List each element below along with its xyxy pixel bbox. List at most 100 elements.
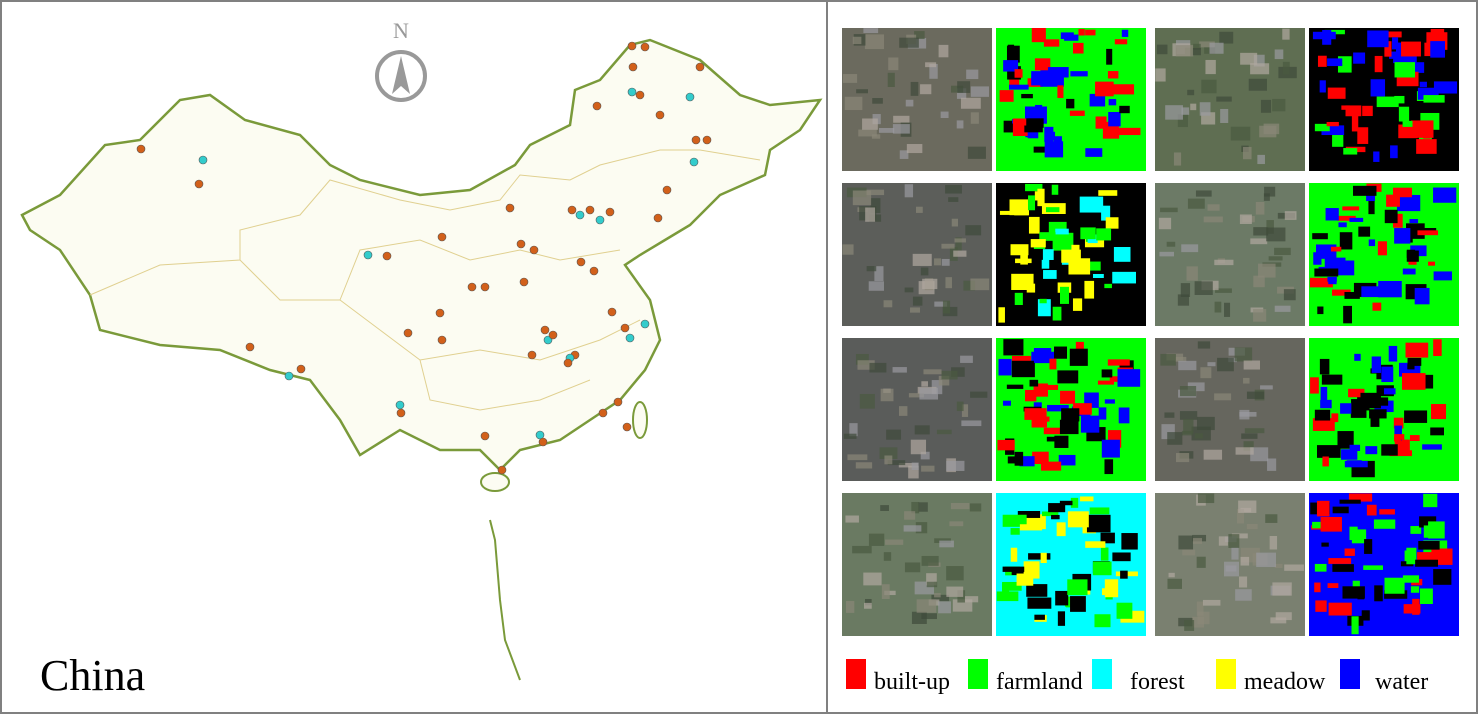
class-patch: [1344, 291, 1360, 299]
texture: [844, 96, 863, 111]
class-patch: [1417, 230, 1439, 236]
class-patch: [1314, 278, 1327, 283]
class-patch: [1003, 60, 1019, 72]
class-patch: [1102, 588, 1109, 596]
texture: [950, 502, 970, 510]
class-patch: [1324, 257, 1346, 268]
texture: [1165, 105, 1183, 120]
texture: [1241, 433, 1258, 439]
texture: [1274, 563, 1283, 569]
class-patch: [1349, 526, 1358, 541]
sample-site: [136, 144, 146, 154]
class-patch: [1315, 600, 1327, 612]
legend-swatch: [846, 659, 866, 689]
texture: [1167, 432, 1183, 445]
texture: [970, 391, 988, 398]
tile-pair: [842, 183, 1146, 326]
class-patch: [1428, 261, 1435, 266]
texture: [1177, 294, 1190, 306]
texture: [934, 258, 941, 266]
class-patch: [1055, 590, 1069, 606]
class-patch: [1086, 514, 1111, 533]
class-patch: [1348, 388, 1365, 398]
texture: [871, 134, 881, 139]
class-patch: [1419, 516, 1437, 528]
texture: [960, 97, 981, 109]
texture: [870, 198, 881, 214]
hainan: [480, 472, 510, 492]
class-patch: [1098, 407, 1107, 420]
texture: [866, 266, 877, 272]
texture: [883, 300, 893, 308]
class-patch: [1011, 273, 1034, 290]
class-patch: [1341, 105, 1350, 110]
legend-label: built-up: [874, 669, 950, 695]
texture: [1268, 256, 1283, 261]
class-patch: [1027, 597, 1052, 609]
class-patch: [1113, 247, 1131, 262]
province-borders: [419, 359, 591, 411]
class-patch: [1314, 123, 1330, 132]
texture: [865, 598, 872, 606]
class-patch: [1405, 342, 1429, 358]
texture: [942, 300, 951, 314]
class-patch: [1338, 222, 1347, 228]
class-patch: [1031, 71, 1042, 86]
class-patch: [1095, 81, 1114, 97]
texture: [904, 287, 914, 293]
class-patch: [1051, 514, 1060, 520]
texture: [1155, 68, 1166, 82]
class-patch: [1394, 228, 1411, 244]
sample-site: [403, 328, 413, 338]
sample-site: [635, 90, 645, 100]
sample-site: [538, 437, 548, 447]
legend-swatch: [968, 659, 988, 689]
texture: [941, 243, 955, 249]
class-patch: [1106, 48, 1113, 65]
class-patch: [1035, 104, 1043, 118]
texture: [926, 573, 937, 586]
class-patch: [1029, 379, 1039, 387]
class-patch: [1422, 444, 1442, 450]
class-patch: [1121, 533, 1138, 550]
class-patch: [1379, 509, 1395, 515]
texture: [920, 84, 932, 95]
class-patch: [1042, 384, 1059, 390]
class-patch: [1056, 522, 1066, 537]
texture: [1217, 357, 1234, 372]
class-patch: [1069, 110, 1085, 116]
texture: [1196, 556, 1206, 568]
texture: [1282, 28, 1290, 40]
sample-site: [576, 257, 586, 267]
class-patch: [1406, 547, 1417, 565]
texture: [1214, 301, 1222, 313]
legend-label: forest: [1130, 669, 1185, 695]
texture: [1159, 251, 1175, 257]
class-patch: [1082, 261, 1101, 271]
class-patch: [1039, 298, 1047, 304]
texture: [1235, 589, 1252, 601]
texture: [1194, 281, 1213, 295]
texture: [852, 36, 862, 45]
class-patch: [1312, 521, 1324, 529]
class-patch: [1369, 409, 1387, 419]
texture: [965, 225, 982, 236]
class-patch: [1104, 459, 1114, 475]
texture: [912, 296, 923, 306]
texture: [931, 380, 943, 395]
texture: [849, 423, 858, 437]
texture: [1256, 552, 1276, 568]
class-patch: [1105, 217, 1119, 229]
sample-site: [245, 342, 255, 352]
class-patch: [998, 358, 1012, 376]
class-patch: [1092, 561, 1112, 576]
texture: [1238, 500, 1257, 513]
class-patch: [1034, 614, 1045, 620]
class-patch: [1380, 397, 1389, 406]
texture: [1167, 578, 1183, 589]
texture: [1175, 453, 1190, 463]
class-patch: [1363, 565, 1383, 570]
texture: [1201, 79, 1217, 94]
texture: [1272, 98, 1286, 112]
